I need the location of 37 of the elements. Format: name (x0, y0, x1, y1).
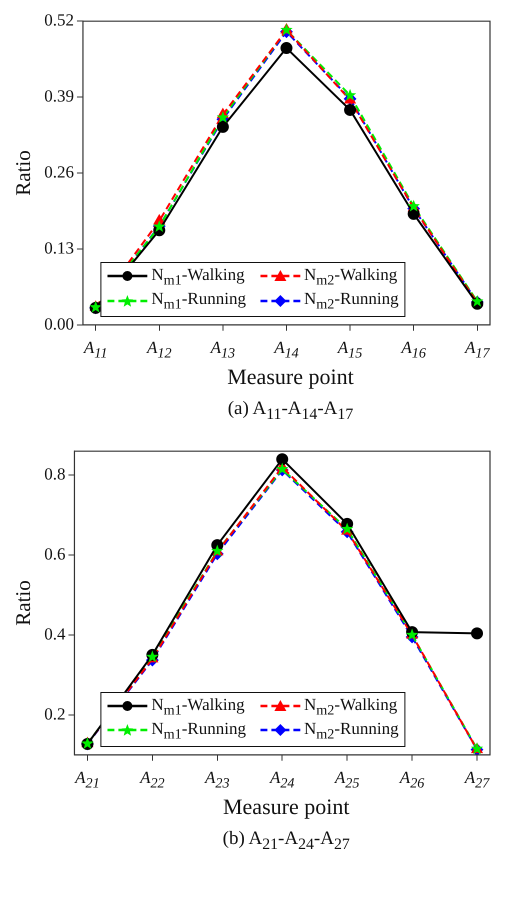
y-axis-title: Ratio (11, 150, 36, 196)
y-tick-label: 0.00 (44, 314, 74, 334)
x-tick-label: A$_{22}$ (140, 768, 165, 792)
x-tick-label: A$_{16}$ (401, 338, 426, 362)
x-tick-label: A$_{14}$ (274, 338, 299, 362)
x-tick-label: A$_{26}$ (400, 768, 424, 792)
legend-label: N$_{m1}$-Walking (151, 694, 245, 718)
x-tick-label: A$_{15}$ (338, 338, 362, 362)
x-tick-label: A$_{27}$ (464, 768, 490, 792)
y-tick-label: 0.13 (44, 238, 74, 258)
y-tick-label: 0.52 (44, 10, 74, 30)
legend-label: N$_{m2}$-Running (304, 719, 399, 743)
x-tick-label: A$_{13}$ (210, 338, 236, 362)
text: (b) A$_{21}$-A$_{24}$-A$_{27}$ (222, 828, 351, 854)
y-tick-label: 0.39 (44, 86, 74, 106)
x-tick-label: A$_{25}$ (334, 768, 360, 792)
text: (a) A$_{11}$-A$_{14}$-A$_{17}$ (226, 398, 354, 424)
y-tick-label: 0.8 (44, 464, 66, 484)
legend-label: N$_{m1}$-Running (151, 289, 246, 313)
y-tick-label: 0.2 (44, 704, 66, 724)
y-tick-label: 0.26 (44, 162, 74, 182)
y-tick-label: 0.4 (44, 624, 66, 644)
x-tick-label: A$_{24}$ (270, 768, 294, 792)
legend-label: N$_{m1}$-Walking (151, 265, 245, 288)
y-tick-label: 0.6 (44, 544, 66, 564)
legend-label: N$_{m1}$-Running (151, 719, 246, 743)
legend-label: N$_{m2}$-Walking (304, 265, 398, 288)
legend-label: N$_{m2}$-Running (304, 289, 399, 313)
x-tick-label: A$_{11}$ (84, 338, 108, 362)
y-axis-title: Ratio (11, 580, 36, 626)
x-axis-title: Measure point (222, 794, 350, 820)
x-axis-title: Measure point (226, 364, 355, 390)
x-tick-label: A$_{23}$ (205, 768, 230, 792)
x-tick-label: A$_{12}$ (146, 338, 172, 362)
x-tick-label: A$_{17}$ (464, 338, 490, 362)
x-tick-label: A$_{21}$ (75, 768, 100, 792)
legend-label: N$_{m2}$-Walking (304, 694, 398, 718)
